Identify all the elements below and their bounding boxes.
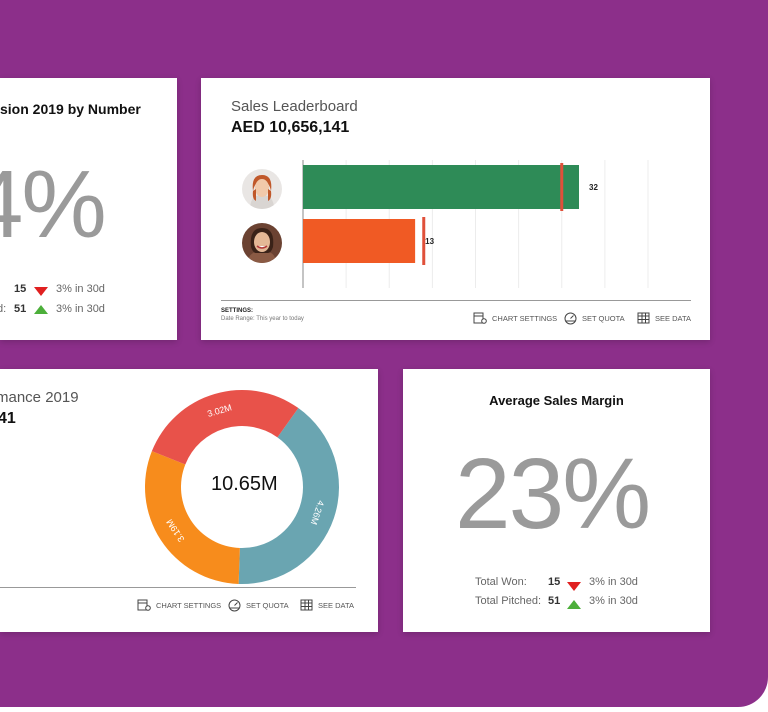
donut-slice[interactable] — [144, 451, 240, 584]
bar-data-label: 13 — [425, 237, 434, 246]
table-icon — [300, 599, 313, 611]
set-quota-button[interactable]: SET QUOTA — [228, 599, 289, 612]
up-arrow-icon — [567, 596, 581, 614]
see-data-button[interactable]: SEE DATA — [300, 599, 354, 611]
conversion-pitched-change: 3% in 30d — [56, 303, 105, 315]
leaderboard-bar-chart: 32 13 — [302, 160, 649, 288]
chart-settings-label: CHART SETTINGS — [156, 600, 222, 610]
conversion-pitched-value: 51 — [14, 303, 27, 315]
leaderboard-bar[interactable] — [303, 165, 579, 209]
margin-pitched-value: 51 — [548, 595, 561, 607]
margin-pitched-label: Total Pitched: — [475, 595, 542, 607]
margin-won-change: 3% in 30d — [589, 576, 638, 588]
speedometer-icon — [228, 599, 241, 612]
performance-card: mance 2019 41 4.26M 3.19M 3.02M 10.65M CHA… — [0, 369, 378, 632]
leaderboard-bar[interactable] — [303, 219, 416, 263]
margin-pitched-change: 3% in 30d — [589, 595, 638, 607]
see-data-button[interactable]: SEE DATA — [637, 312, 691, 324]
conversion-won-change: 3% in 30d — [56, 283, 105, 295]
chart-settings-button[interactable]: CHART SETTINGS — [137, 599, 221, 611]
performance-amount: 41 — [0, 410, 16, 427]
margin-big-value: 23% — [455, 438, 651, 550]
quota-marker — [560, 163, 564, 211]
avatar[interactable] — [242, 169, 282, 209]
average-sales-margin-card: Average Sales Margin 23% Total Won: 15 3… — [403, 369, 710, 632]
avatar[interactable] — [242, 223, 282, 263]
leaderboard-amount: AED 10,656,141 — [231, 119, 350, 136]
donut-center-label: 10.65M — [211, 473, 278, 495]
leaderboard-title: Sales Leaderboard — [231, 98, 358, 115]
donut-slice[interactable] — [238, 408, 339, 584]
quota-marker — [422, 217, 426, 265]
settings-value: Date Range: This year to today — [221, 316, 304, 322]
conversion-big-value: 4% — [0, 151, 107, 258]
bar-data-label: 32 — [589, 183, 598, 192]
chart-footer-divider — [0, 587, 356, 588]
conversion-won-value: 15 — [14, 283, 27, 295]
up-arrow-icon — [34, 303, 48, 315]
table-icon — [637, 312, 650, 324]
conversion-card: sion 2019 by Number 4% 15 3% in 30d d: 5… — [0, 78, 177, 340]
donut-slice[interactable] — [151, 390, 299, 465]
conversion-pitched-label: d: — [0, 303, 7, 315]
see-data-label: SEE DATA — [655, 313, 691, 323]
down-arrow-icon — [567, 578, 581, 596]
sales-leaderboard-card: Sales Leaderboard AED 10,656,141 32 13 SE… — [201, 78, 710, 340]
set-quota-label: SET QUOTA — [246, 601, 289, 610]
chart-settings-icon — [473, 312, 487, 324]
conversion-title: sion 2019 by Number — [0, 101, 141, 117]
set-quota-button[interactable]: SET QUOTA — [564, 312, 625, 325]
chart-footer-divider — [221, 300, 691, 301]
speedometer-icon — [564, 312, 577, 325]
margin-won-value: 15 — [548, 576, 561, 588]
chart-settings-button[interactable]: CHART SETTINGS — [473, 312, 557, 324]
chart-settings-icon — [137, 599, 151, 611]
margin-title: Average Sales Margin — [489, 393, 624, 408]
set-quota-label: SET QUOTA — [582, 314, 625, 323]
margin-won-label: Total Won: — [475, 576, 527, 588]
down-arrow-icon — [34, 285, 48, 297]
settings-label: SETTINGS: — [221, 308, 254, 314]
chart-settings-label: CHART SETTINGS — [492, 313, 558, 323]
performance-title: mance 2019 — [0, 389, 79, 406]
see-data-label: SEE DATA — [318, 600, 354, 610]
